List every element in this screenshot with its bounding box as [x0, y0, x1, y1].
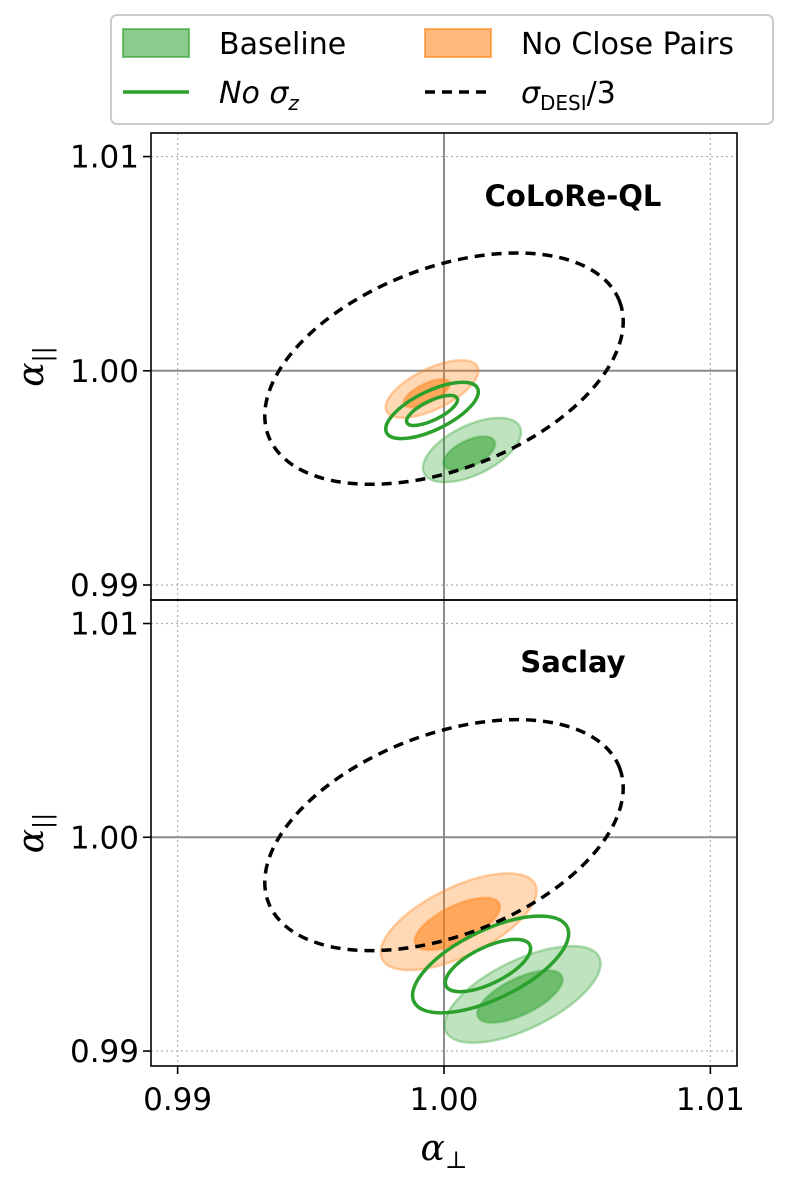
legend-entry-baseline: Baseline [122, 27, 346, 62]
contour-no-sigma-z-level-1 [404, 393, 460, 428]
legend: Baseline No Close Pairs No σz σDESI/3 [110, 14, 774, 125]
axes: 0.99 1.00 1.01 α|| 0.99 1.00 1.01 α|| 0.99 1.00 1.… [11, 132, 745, 1174]
contour-no-sigma-z-level-2 [410, 914, 571, 1015]
y-tick-label: 0.99 [70, 1034, 139, 1070]
contour-no-sigma-z-level-1 [443, 937, 533, 994]
y-tick-label: 1.01 [70, 607, 139, 643]
legend-entry-desi: σDESI/3 [425, 76, 616, 115]
contour-baseline-level-1 [442, 435, 497, 472]
legend-entry-no-sigma-z: No σz [123, 76, 299, 115]
x-axis-label: α⊥ [421, 1128, 468, 1174]
plot-panels: CoLoRe-QL Saclay [151, 133, 737, 1066]
legend-swatch [424, 28, 492, 58]
legend-entry-no-close-pairs: No Close Pairs [424, 27, 734, 62]
x-tick-label: 1.01 [676, 1082, 745, 1118]
panel-1 [151, 133, 737, 600]
y-tick-label: 1.00 [70, 820, 139, 856]
legend-box [110, 14, 774, 125]
contour-desi-level-1 [263, 251, 625, 487]
legend-label: No σz [219, 76, 299, 115]
y-tick-label: 1.01 [70, 140, 139, 176]
panel-2 [151, 600, 737, 1066]
y-axis-label: α|| [11, 813, 58, 853]
contour-baseline-level-1 [476, 969, 564, 1024]
panel-label: Saclay [520, 645, 625, 679]
y-axis-label: α|| [11, 346, 58, 386]
contour-desi-level-1 [263, 717, 625, 953]
contour-no-sigma-z-level-2 [383, 380, 481, 441]
x-tick-label: 0.99 [143, 1082, 212, 1118]
legend-label: σDESI/3 [521, 76, 616, 115]
y-tick-label: 1.00 [70, 354, 139, 390]
x-tick-label: 1.00 [409, 1082, 478, 1118]
legend-label: No Close Pairs [521, 27, 734, 62]
legend-swatch [122, 28, 190, 58]
panel-label: CoLoRe-QL [485, 179, 662, 213]
legend-label: Baseline [219, 27, 346, 62]
y-tick-label: 0.99 [70, 568, 139, 604]
